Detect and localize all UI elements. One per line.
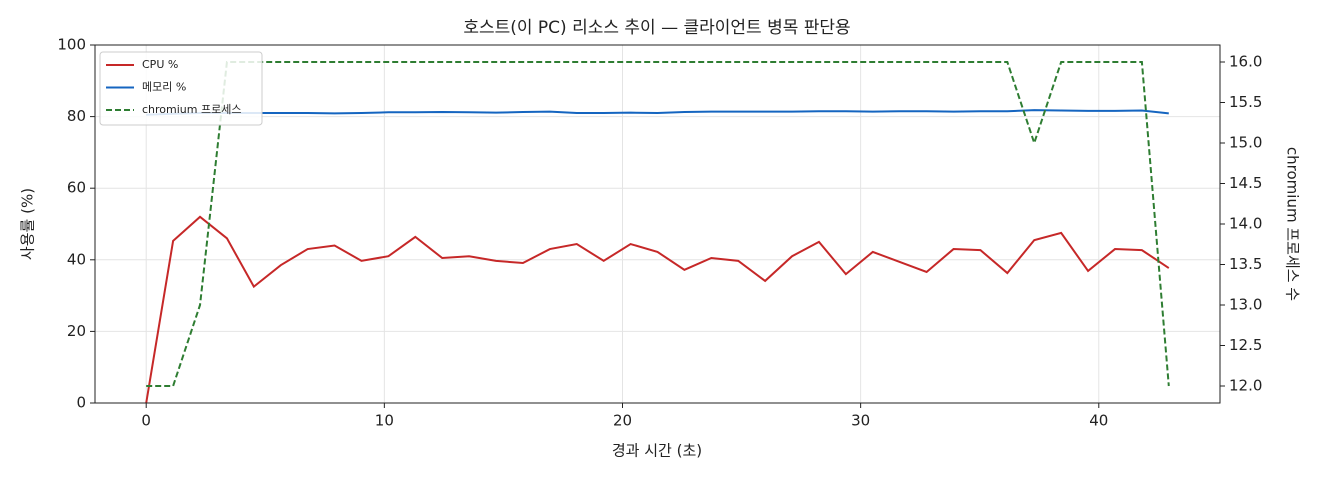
y-tick-label: 100	[57, 36, 86, 54]
y-tick-label: 20	[67, 322, 86, 340]
y2-tick-label: 14.5	[1229, 174, 1262, 192]
x-tick-label: 10	[375, 412, 394, 430]
y2-tick-label: 13.5	[1229, 255, 1262, 273]
x-axis-label: 경과 시간 (초)	[612, 442, 702, 460]
legend-label: chromium 프로세스	[142, 103, 241, 116]
y-tick-label: 0	[76, 394, 86, 412]
y-axis-label: 사용률 (%)	[19, 188, 37, 260]
x-tick-label: 40	[1089, 412, 1108, 430]
y2-tick-label: 15.5	[1229, 93, 1262, 111]
x-tick-label: 30	[851, 412, 870, 430]
y-tick-label: 80	[67, 107, 86, 125]
legend-box	[99, 51, 263, 126]
series-line	[146, 61, 1170, 387]
y2-tick-label: 15.0	[1229, 134, 1262, 152]
y2-tick-label: 16.0	[1229, 53, 1262, 71]
y-tick-label: 60	[67, 179, 86, 197]
plot-frame	[94, 44, 1221, 404]
y2-tick-label: 14.0	[1229, 215, 1262, 233]
x-tick-label: 0	[141, 412, 151, 430]
chart-title: 호스트(이 PC) 리소스 추이 — 클라이언트 병목 판단용	[463, 18, 850, 38]
y-tick-label: 40	[67, 250, 86, 268]
legend-label: 메모리 %	[142, 81, 186, 94]
y2-tick-label: 12.0	[1229, 376, 1262, 394]
series-line	[146, 109, 1169, 116]
series-line	[145, 215, 1170, 404]
legend-label: CPU %	[142, 58, 178, 71]
y2-axis-label: chromium 프로세스 수	[1284, 147, 1302, 301]
y2-tick-label: 12.5	[1229, 336, 1262, 354]
y2-tick-label: 13.0	[1229, 295, 1262, 313]
x-tick-label: 20	[613, 412, 632, 430]
